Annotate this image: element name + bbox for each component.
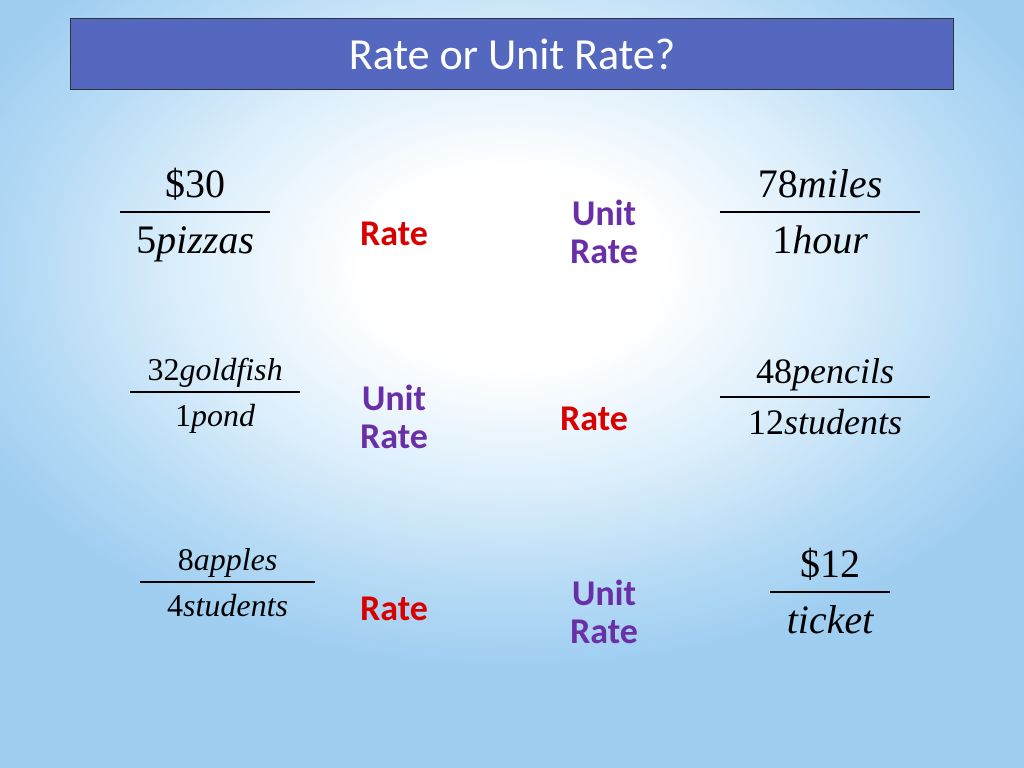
answer-r2-left: UnitRate [360,380,428,456]
answer-r3-left: Rate [360,590,428,628]
content-grid: $30 5pizzas Rate UnitRate 78miles 1hour … [0,150,1024,740]
row-2: 32goldfish 1pond UnitRate Rate 48pencils… [0,350,1024,520]
fraction-r1-left: $30 5pizzas [120,160,270,264]
slide-title: Rate or Unit Rate? [349,27,675,81]
row-3: 8apples 4students Rate UnitRate $12 tick… [0,540,1024,710]
fraction-r3-left: 8apples 4students [140,540,315,625]
fraction-r1-right: 78miles 1hour [720,160,920,264]
answer-r2-right: Rate [560,400,628,438]
answer-r3-right: UnitRate [570,575,638,651]
fraction-r3-right: $12 ticket [770,540,890,644]
answer-r1-left: Rate [360,215,428,253]
title-bar: Rate or Unit Rate? [70,18,954,90]
answer-r1-right: UnitRate [570,195,638,271]
fraction-r2-right: 48pencils 12students [720,350,930,444]
row-1: $30 5pizzas Rate UnitRate 78miles 1hour [0,160,1024,330]
fraction-r2-left: 32goldfish 1pond [130,350,300,435]
